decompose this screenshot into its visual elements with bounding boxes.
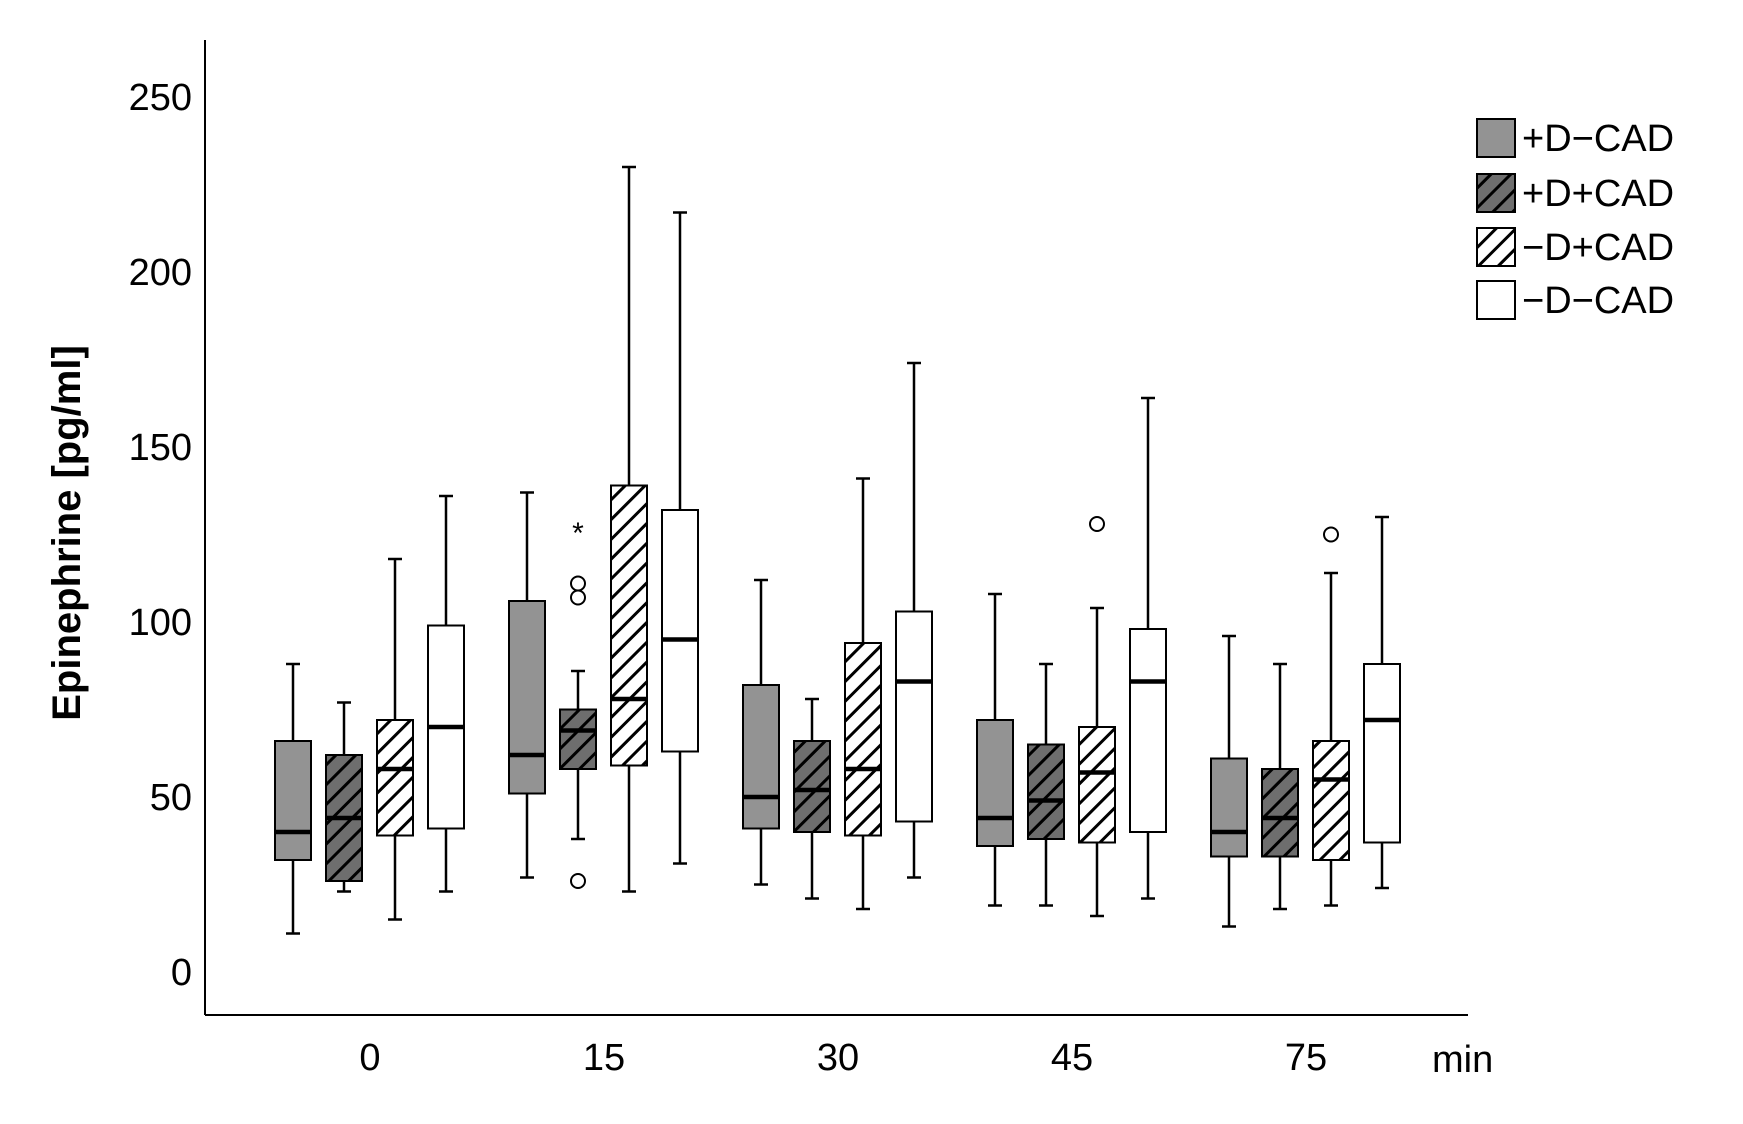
y-tick-label: 100 (129, 602, 192, 644)
y-tick-label: 200 (129, 252, 192, 294)
y-tick-label: 50 (150, 777, 192, 819)
box (1078, 516, 1116, 918)
box-iqr (1129, 628, 1167, 833)
box-iqr (895, 610, 933, 823)
box (793, 697, 831, 900)
series-group: * (325, 517, 1299, 911)
box (661, 211, 699, 865)
x-tick-labels: 0 15 30 45 75 (359, 1037, 1327, 1079)
legend-swatch (1476, 173, 1516, 213)
series-group (427, 211, 1401, 900)
y-tick-label: 150 (129, 427, 192, 469)
y-tick-label: 250 (129, 77, 192, 119)
legend-swatch (1476, 227, 1516, 267)
box (1129, 396, 1167, 900)
box-iqr (1261, 768, 1299, 858)
box (895, 361, 933, 879)
box-iqr (742, 684, 780, 830)
legend-item: −D−CAD (1476, 280, 1674, 322)
box (742, 578, 780, 886)
outlier-point (1089, 516, 1105, 532)
outlier-point (1323, 526, 1339, 543)
box (376, 557, 414, 921)
box-iqr (661, 509, 699, 753)
box-iqr (274, 740, 312, 861)
series-group (274, 491, 1248, 935)
box-iqr (1078, 726, 1116, 844)
legend-swatch (1476, 118, 1516, 158)
outlier-point (570, 589, 586, 606)
box (427, 494, 465, 893)
box-iqr (844, 642, 882, 837)
legend-item: −D+CAD (1476, 227, 1674, 269)
box-iqr (1210, 757, 1248, 858)
box (976, 592, 1014, 907)
x-unit-label: min (1432, 1039, 1493, 1081)
legend-label: +D−CAD (1522, 118, 1674, 160)
box-iqr (976, 719, 1014, 847)
legend: +D−CAD +D+CAD −D+CAD −D−CAD (1476, 118, 1674, 322)
axes (204, 40, 1468, 1016)
y-tick-labels: 0 50 100 150 200 250 (129, 77, 192, 994)
y-tick-label: 0 (171, 952, 192, 994)
box (1312, 526, 1350, 907)
box (1261, 662, 1299, 911)
box-iqr (610, 484, 648, 767)
x-tick-label: 30 (817, 1037, 859, 1079)
box (1363, 515, 1401, 890)
legend-label: −D+CAD (1522, 227, 1674, 269)
legend-item: +D−CAD (1476, 118, 1674, 160)
x-tick-label: 75 (1285, 1037, 1327, 1079)
box-iqr (376, 719, 414, 837)
x-tick-label: 0 (359, 1037, 380, 1079)
legend-swatch (1476, 280, 1516, 320)
box-iqr (508, 600, 546, 795)
box: * (559, 517, 597, 889)
legend-label: −D−CAD (1522, 280, 1674, 322)
y-axis-label: Epinephrine [pg/ml] (45, 345, 89, 721)
outlier-point (570, 873, 586, 889)
box (1027, 662, 1065, 907)
box-series: * (274, 165, 1401, 935)
box (844, 477, 882, 911)
outlier-point (570, 575, 586, 592)
box (325, 701, 363, 893)
box (1210, 634, 1248, 928)
series-group (376, 165, 1350, 921)
box (274, 662, 312, 935)
box-iqr (1363, 663, 1401, 844)
legend-item: +D+CAD (1476, 173, 1674, 215)
box-iqr (1312, 740, 1350, 861)
box (610, 165, 648, 893)
box-iqr (1027, 743, 1065, 840)
legend-label: +D+CAD (1522, 173, 1674, 215)
box (508, 491, 546, 879)
box-iqr (793, 740, 831, 833)
x-tick-label: 15 (583, 1037, 625, 1079)
x-tick-label: 45 (1051, 1037, 1093, 1079)
extreme-point: * (572, 517, 584, 550)
box-iqr (559, 708, 597, 770)
